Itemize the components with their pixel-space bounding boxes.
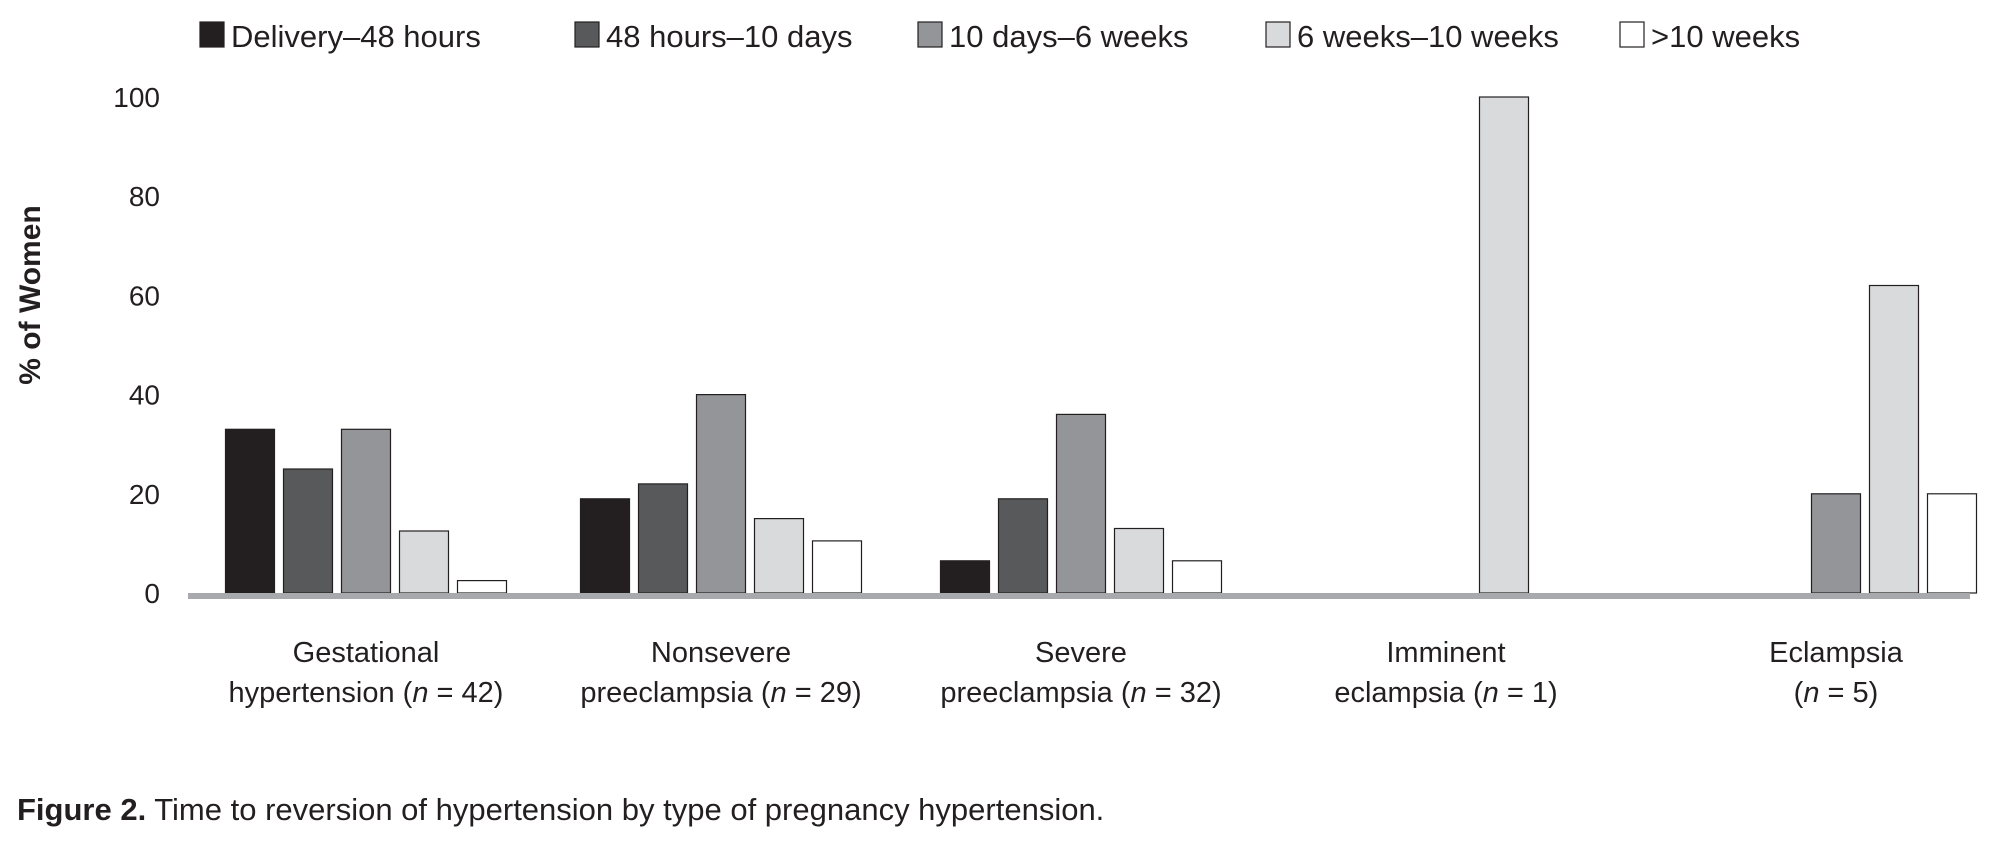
figure-caption: Figure 2. Time to reversion of hypertens… [17,792,1104,828]
category-label-line1: Gestational [293,637,440,669]
y-tick-label: 60 [129,280,160,311]
legend-item: 6 weeks–10 weeks [1265,19,1559,54]
x-axis-categories: Gestational hypertension (n = 42) Nonsever… [229,637,1904,709]
bar [456,579,508,594]
category-label-line2: eclampsia (n = 1) [1334,677,1557,709]
bar [1478,96,1530,594]
bar [340,428,392,594]
bar [579,498,631,594]
legend-swatch [199,21,225,48]
category-label-line2: preeclampsia (n = 29) [580,677,861,709]
legend-swatch [1265,21,1291,48]
y-axis-label: % of Women [14,205,47,384]
category-label-line1: Imminent [1386,637,1505,669]
legend-swatch [1619,21,1645,48]
y-tick-label: 40 [129,380,160,411]
bar [997,498,1049,594]
category-label-line2: preeclampsia (n = 32) [940,677,1221,709]
legend-label: Delivery–48 hours [231,19,481,54]
legend-swatch [574,21,600,48]
y-axis: 0 20 40 60 80 100 [113,82,160,609]
y-tick-label: 20 [129,479,160,510]
bar [695,394,747,594]
bar [1113,527,1165,594]
bar [753,517,805,594]
bar-chart: Delivery–48 hours 48 hours–10 days 10 days… [14,19,1978,709]
bar [1055,413,1107,594]
category-label-line1: Severe [1035,637,1127,669]
bar [1926,493,1978,594]
bar [1171,560,1223,594]
bar [224,428,276,594]
legend-label: >10 weeks [1651,19,1800,54]
legend-item: Delivery–48 hours [199,19,481,54]
y-tick-label: 100 [113,82,160,113]
bar [282,468,334,594]
bar [637,483,689,594]
legend: Delivery–48 hours 48 hours–10 days 10 days… [199,19,1800,54]
bar [811,540,863,594]
y-tick-label: 0 [144,578,160,609]
legend-label: 48 hours–10 days [606,19,852,54]
legend-swatch [917,21,943,48]
category-label-line1: Eclampsia [1769,637,1904,669]
figure-caption-label: Figure 2. [17,792,147,827]
bar [1810,493,1862,594]
legend-label: 6 weeks–10 weeks [1297,19,1559,54]
y-tick-label: 80 [129,181,160,212]
figure-caption-text: Time to reversion of hypertension by typ… [146,792,1105,827]
bar [1868,284,1920,594]
legend-item: 48 hours–10 days [574,19,852,54]
legend-label: 10 days–6 weeks [949,19,1189,54]
category-label-line2: (n = 5) [1794,677,1879,709]
bars [224,96,1978,594]
category-label-line1: Nonsevere [651,637,791,669]
legend-item: >10 weeks [1619,19,1800,54]
bar [939,560,991,594]
category-label-line2: hypertension (n = 42) [229,677,504,709]
bar [398,530,450,594]
legend-item: 10 days–6 weeks [917,19,1189,54]
